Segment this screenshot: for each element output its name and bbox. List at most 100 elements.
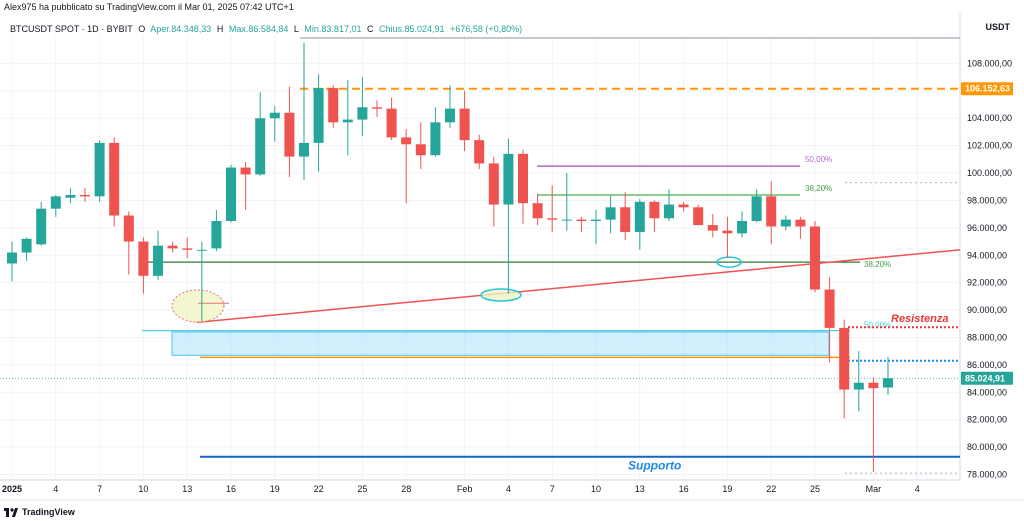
candle-body xyxy=(459,108,470,141)
close-value: Chius.85.024,91 xyxy=(379,24,445,34)
candle-body xyxy=(65,194,76,198)
symbol-legend[interactable]: BTCUSDT SPOT · 1D · BYBIT O Aper.84.348,… xyxy=(10,24,525,34)
candle-body xyxy=(634,201,645,232)
candle-body xyxy=(21,238,32,253)
candle-body xyxy=(167,245,178,249)
candle-body xyxy=(182,248,193,250)
low-label: L xyxy=(293,24,299,34)
top-bar: Alex975 ha pubblicato su TradingView.com… xyxy=(0,0,1024,14)
candle-body xyxy=(94,142,105,197)
y-tick-label: 92.000,00 xyxy=(967,278,1007,288)
fib-50-label: 50,00% xyxy=(805,155,832,164)
candle-body xyxy=(138,241,149,276)
candle-body xyxy=(328,88,339,123)
y-tick-label: 90.000,00 xyxy=(967,305,1007,315)
price-tag-last-bg xyxy=(961,371,1013,385)
brand-name: TradingView xyxy=(22,507,75,517)
candle-body xyxy=(299,142,309,157)
low-value: Min.83.817,01 xyxy=(304,24,362,34)
x-tick-label: 22 xyxy=(314,484,324,494)
x-tick-label: 16 xyxy=(679,484,689,494)
candle-body xyxy=(445,108,455,123)
candle-body xyxy=(780,219,791,227)
candle-body xyxy=(474,140,485,164)
candle-body xyxy=(547,218,558,220)
candle-body xyxy=(123,215,134,242)
candle-body xyxy=(693,207,704,226)
x-tick-label: Mar xyxy=(866,484,882,494)
x-tick-label: 7 xyxy=(550,484,555,494)
candle-body xyxy=(313,88,324,143)
x-tick-label: Feb xyxy=(457,484,473,494)
change-value: +676,58 (+0,80%) xyxy=(450,24,523,34)
x-tick-label: 25 xyxy=(357,484,367,494)
candle-body xyxy=(561,219,572,221)
candle-body xyxy=(766,196,777,227)
demand-zone xyxy=(171,331,830,356)
candle-body xyxy=(810,226,820,290)
close-label: C xyxy=(366,24,374,34)
candle-body xyxy=(576,219,587,221)
y-tick-label: 94.000,00 xyxy=(967,250,1007,260)
candle-body xyxy=(284,112,295,157)
open-label: O xyxy=(138,24,146,34)
candle-body xyxy=(386,108,397,138)
candle-body xyxy=(605,207,616,220)
candle-body xyxy=(503,153,514,205)
candle-body xyxy=(751,196,762,221)
candle-body xyxy=(649,201,660,219)
y-tick-label: 102.000,00 xyxy=(967,141,1012,151)
candle-body xyxy=(80,194,90,197)
candle-body xyxy=(824,289,835,328)
x-tick-label: 13 xyxy=(182,484,192,494)
price-tag-high: 106.152,63 xyxy=(965,84,1010,94)
resistance-label: Resistenza xyxy=(891,313,948,325)
candle-body xyxy=(883,378,893,388)
y-tick-label: 86.000,00 xyxy=(967,360,1007,370)
candle-body xyxy=(240,167,251,175)
candle-body xyxy=(153,245,163,276)
candle-body xyxy=(357,107,368,120)
x-tick-label: 19 xyxy=(722,484,732,494)
fib-382-label: 38,20% xyxy=(805,184,832,193)
high-value: Max.86.584,84 xyxy=(228,24,289,34)
publisher-note: Alex975 ha pubblicato su TradingView.com… xyxy=(4,2,294,12)
candle-body xyxy=(372,107,382,109)
x-tick-label: 4 xyxy=(53,484,58,494)
candle-body xyxy=(518,153,528,204)
x-tick-label: 7 xyxy=(97,484,102,494)
y-tick-label: 84.000,00 xyxy=(967,387,1007,397)
candle-body xyxy=(532,203,543,219)
high-label: H xyxy=(216,24,224,34)
candle-body xyxy=(722,230,733,234)
x-tick-label: 13 xyxy=(635,484,645,494)
candle-body xyxy=(269,112,280,119)
candle-body xyxy=(109,142,120,216)
rising-trendline xyxy=(196,249,961,324)
y-tick-label: 98.000,00 xyxy=(967,195,1007,205)
tradingview-logo-icon xyxy=(4,507,18,517)
x-tick-label: 2025 xyxy=(2,484,22,494)
price-tag-last: 85.024,91 xyxy=(965,373,1005,383)
x-tick-label: 10 xyxy=(138,484,148,494)
x-tick-label: 28 xyxy=(401,484,411,494)
candle-body xyxy=(430,122,441,156)
candle-body xyxy=(795,219,806,227)
y-tick-label: 100.000,00 xyxy=(967,168,1012,178)
candle-body xyxy=(226,167,236,221)
fib-382-mid-label: 38,20% xyxy=(864,260,891,269)
candle-body xyxy=(196,249,207,251)
candle-body xyxy=(7,252,17,264)
candle-body xyxy=(839,327,850,390)
candle-body xyxy=(415,144,426,156)
candle-body xyxy=(50,196,61,209)
footer-brand[interactable]: TradingView xyxy=(4,507,75,517)
x-tick-label: 4 xyxy=(915,484,920,494)
symbol-name[interactable]: BTCUSDT SPOT · 1D · BYBIT xyxy=(10,24,133,34)
candle-body xyxy=(488,163,499,205)
candle-body xyxy=(853,382,864,390)
x-tick-label: 10 xyxy=(591,484,601,494)
candle-body xyxy=(36,208,47,245)
candle-body xyxy=(255,118,266,175)
